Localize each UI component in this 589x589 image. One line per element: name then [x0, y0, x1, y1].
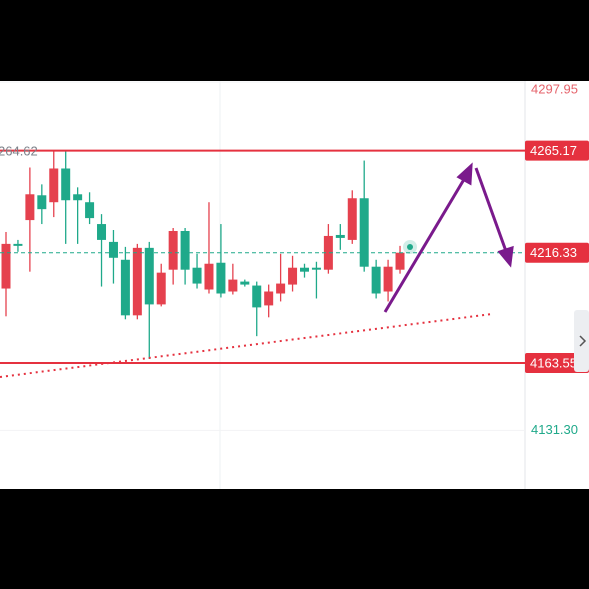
- price-axis: 4297.95 4131.30 4265.17 4163.55 4216.33: [525, 81, 589, 437]
- candle-body: [132, 247, 142, 316]
- arrow-down: [474, 167, 509, 255]
- candle-body: [395, 252, 405, 270]
- price-label-box: [525, 140, 589, 161]
- candle-body: [108, 241, 118, 258]
- chart-area: [0, 81, 589, 489]
- candle-body: [335, 234, 345, 238]
- price-label-box: [525, 242, 589, 263]
- candle-body: [120, 259, 130, 316]
- candle-body: [61, 168, 71, 201]
- chevron[interactable]: [579, 335, 587, 347]
- candle-body: [25, 194, 35, 221]
- arrows: [383, 162, 514, 313]
- plot: [0, 81, 525, 431]
- candle-body: [371, 266, 381, 294]
- candle-body: [228, 279, 238, 292]
- candle-body: [240, 281, 250, 285]
- candle-body: [264, 291, 274, 306]
- candle-body: [204, 263, 214, 290]
- candle-body: [192, 267, 202, 284]
- price-label: 4216.33: [530, 245, 577, 260]
- arrow-head: [456, 162, 473, 186]
- candle-body: [144, 247, 154, 305]
- candle-body: [383, 266, 393, 292]
- candle-body: [311, 267, 321, 270]
- candle-body: [216, 262, 226, 294]
- candle-body: [37, 195, 47, 210]
- candle-body: [85, 202, 95, 219]
- candle-body: [276, 283, 286, 294]
- candle-body: [156, 272, 166, 305]
- candle-body: [300, 267, 309, 272]
- candle-body: [180, 230, 190, 270]
- candle-body: [359, 198, 369, 267]
- arrow-up: [383, 175, 468, 313]
- candle-body: [1, 243, 11, 289]
- candle-body: [13, 243, 23, 246]
- price-label-box: [525, 352, 589, 373]
- candle-body: [288, 267, 298, 285]
- price-label: 4265.17: [530, 143, 577, 158]
- candle-body: [97, 224, 107, 240]
- candle-body: [323, 235, 333, 270]
- side-tab[interactable]: [574, 310, 589, 372]
- y-tick-label: 4297.95: [531, 81, 578, 96]
- high-annotation: 264.62: [0, 143, 38, 158]
- price-dot: [407, 244, 413, 250]
- top-band: [0, 0, 589, 81]
- candle-body: [252, 285, 262, 308]
- bottom-band: [0, 489, 589, 589]
- y-tick-label: 4131.30: [531, 422, 578, 437]
- candle-body: [73, 194, 83, 201]
- candle-body: [347, 198, 357, 240]
- candle-body: [49, 168, 59, 203]
- arrow-head: [497, 245, 514, 268]
- candle-body: [168, 230, 178, 270]
- price-label: 4163.55: [530, 355, 577, 370]
